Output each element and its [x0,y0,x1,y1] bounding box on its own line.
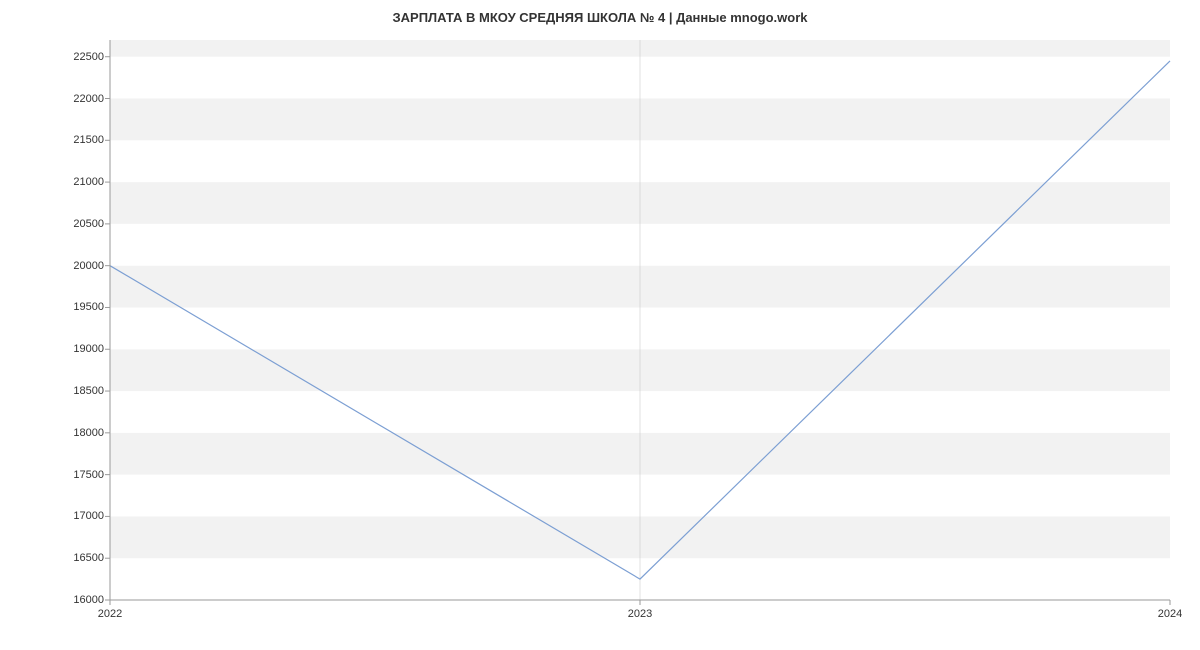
y-tick-label: 21500 [73,134,104,146]
y-tick-label: 21000 [73,176,104,188]
chart-title: ЗАРПЛАТА В МКОУ СРЕДНЯЯ ШКОЛА № 4 | Данн… [0,10,1200,25]
y-tick-label: 20500 [73,218,104,230]
x-tick-label: 2022 [98,608,122,620]
x-tick-label: 2023 [628,608,652,620]
salary-line-chart: ЗАРПЛАТА В МКОУ СРЕДНЯЯ ШКОЛА № 4 | Данн… [0,0,1200,650]
y-tick-label: 18500 [73,385,104,397]
y-tick-label: 20000 [73,260,104,272]
plot-area [110,40,1170,600]
y-tick-label: 17500 [73,469,104,481]
chart-svg [110,40,1170,600]
y-tick-label: 18000 [73,427,104,439]
x-tick-label: 2024 [1158,608,1182,620]
y-tick-label: 19500 [73,301,104,313]
y-tick-label: 22500 [73,51,104,63]
y-tick-label: 22000 [73,93,104,105]
y-tick-label: 17000 [73,510,104,522]
y-tick-label: 16500 [73,552,104,564]
y-tick-label: 19000 [73,343,104,355]
y-tick-label: 16000 [73,594,104,606]
